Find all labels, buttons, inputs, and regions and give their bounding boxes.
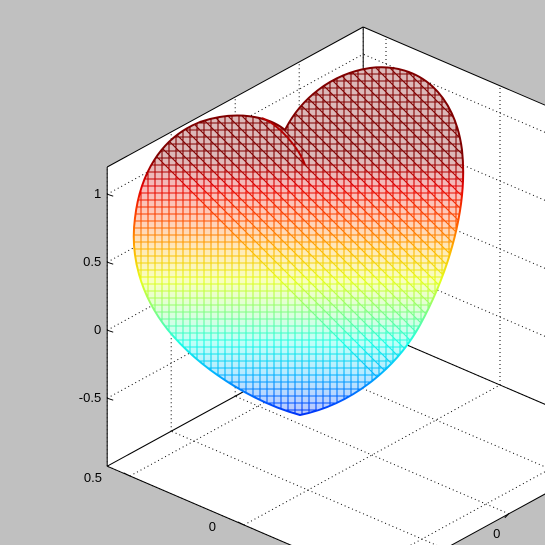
z-tick-label: -0.5 [79, 390, 101, 405]
grid-line-z [106, 257, 364, 399]
tick-mark [107, 329, 114, 333]
tick-mark [107, 397, 114, 401]
grid-line-z [106, 189, 364, 331]
floor-plane [107, 326, 545, 545]
grid-line-y [129, 335, 387, 477]
z-tick-label: 0 [94, 322, 101, 337]
box-edge [106, 26, 364, 168]
tick-labels: -1-0.500.51-0.500.5-0.500.51 [79, 186, 501, 541]
z-tick-label: 1 [94, 186, 101, 201]
z-tick-label: 0.5 [83, 254, 101, 269]
tick-mark [107, 193, 114, 197]
grid-line-x [235, 395, 509, 515]
surface-cleft [261, 117, 306, 166]
tick-mark [107, 261, 114, 265]
x-tick-label: 0 [493, 526, 500, 541]
box-edge [363, 26, 545, 106]
y-tick-label: 0.5 [84, 470, 102, 485]
tick-mark [504, 513, 510, 519]
y-tick-label: 0 [209, 519, 216, 534]
grid-line-y [243, 384, 501, 526]
